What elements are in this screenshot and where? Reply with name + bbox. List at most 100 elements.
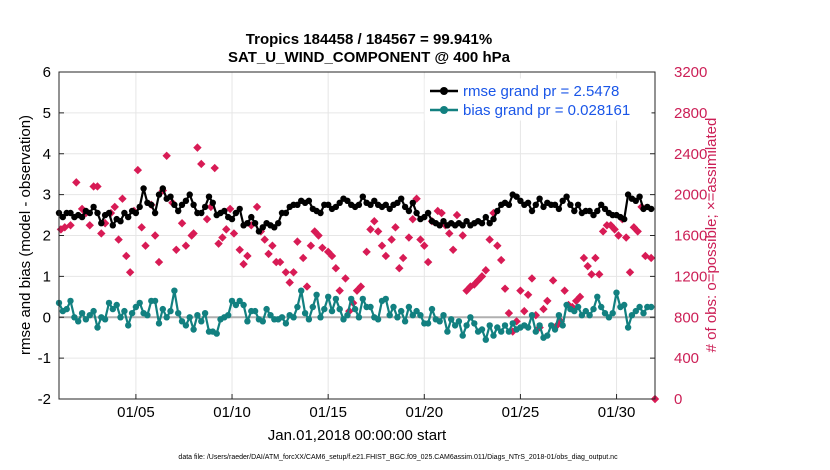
obs-marker [370, 216, 379, 226]
rmse-marker [413, 209, 420, 217]
rmse-marker [201, 203, 209, 211]
bias-marker [424, 320, 432, 327]
bias-marker [244, 318, 251, 325]
obs-marker [629, 223, 639, 232]
obs-marker [423, 257, 433, 267]
obs-marker [181, 241, 191, 250]
bias-marker [551, 326, 559, 333]
bias-marker [117, 314, 124, 321]
bias-marker [409, 312, 416, 319]
bias-marker [413, 307, 420, 315]
rmse-marker [486, 220, 493, 227]
rmse-marker [532, 201, 539, 208]
obs-marker [452, 210, 462, 220]
bias-marker [351, 305, 359, 313]
obs-marker [85, 221, 94, 230]
y2-tick-label: 1600 [674, 228, 707, 245]
obs-marker [122, 251, 131, 261]
rmse-marker [621, 215, 628, 223]
obs-marker [539, 304, 548, 314]
bias-marker [225, 312, 232, 319]
bias-marker [301, 310, 309, 317]
bias-marker [382, 295, 389, 303]
rmse-marker [209, 199, 216, 206]
bias-marker [259, 318, 266, 325]
bias-marker [232, 301, 240, 309]
obs-marker [275, 257, 285, 267]
bias-marker [586, 312, 593, 319]
obs-marker [398, 253, 408, 263]
bias-marker [355, 314, 363, 321]
bias-marker [213, 330, 220, 337]
rmse-marker [371, 197, 378, 204]
rmse-marker [386, 205, 393, 213]
rmse-marker [405, 207, 413, 215]
obs-marker [285, 278, 294, 287]
obs-marker [281, 268, 291, 277]
bias-marker [75, 318, 82, 325]
rmse-marker [125, 213, 132, 221]
y-tick-label: 6 [43, 64, 51, 81]
rmse-marker [78, 213, 86, 221]
rmse-marker [571, 207, 578, 215]
rmse-marker [598, 201, 605, 208]
bias-marker [490, 332, 497, 339]
y-axis-label: rmse and bias (model - observation) [17, 115, 34, 355]
rmse-marker [198, 209, 205, 217]
title-group: Tropics 184458 / 184567 = 99.941% SAT_U_… [228, 31, 511, 66]
bias-marker [332, 295, 340, 303]
y-tick-label: 5 [43, 105, 51, 122]
bias-marker [298, 287, 305, 294]
rmse-marker [159, 185, 166, 192]
bias-marker [348, 295, 355, 303]
bias-series [55, 287, 655, 343]
obs-marker [445, 229, 454, 238]
rmse-marker [59, 213, 66, 221]
obs-marker [391, 223, 400, 232]
rmse-marker [436, 222, 443, 229]
y2-tick-label: 1200 [674, 268, 707, 285]
bias-marker [186, 314, 193, 321]
obs-marker [93, 182, 102, 191]
obs-marker [595, 270, 604, 279]
bias-marker [78, 310, 86, 317]
bias-marker [321, 305, 328, 313]
bias-marker [251, 307, 259, 315]
rmse-marker [117, 218, 124, 225]
obs-marker [373, 227, 383, 236]
obs-marker [229, 229, 239, 238]
rmse-marker [482, 213, 489, 221]
rmse-marker [317, 209, 324, 217]
rmse-marker [221, 207, 228, 215]
obs-marker [516, 286, 525, 295]
obs-marker [197, 159, 206, 169]
obs-marker [331, 264, 341, 273]
bias-marker [574, 303, 582, 311]
obs-marker [162, 151, 171, 160]
obs-marker [114, 235, 123, 244]
rmse-marker [344, 197, 351, 204]
obs-marker [218, 233, 227, 242]
obs-marker [150, 231, 160, 240]
rmse-marker [336, 199, 343, 206]
bias-marker [605, 314, 613, 321]
rmse-marker [236, 205, 243, 213]
rmse-marker [524, 199, 532, 206]
bias-marker [467, 314, 474, 321]
bias-marker [478, 326, 486, 333]
obs-marker [420, 241, 429, 250]
bias-marker [367, 303, 374, 311]
bias-marker [532, 328, 539, 335]
bias-marker [309, 303, 316, 311]
bias-marker [178, 318, 186, 325]
x-tick-label: 01/15 [309, 404, 347, 421]
rmse-marker [255, 228, 263, 235]
obs-marker [268, 241, 277, 250]
obs-marker [110, 202, 119, 212]
bias-marker [86, 312, 94, 319]
y-tick-label: 4 [43, 146, 51, 163]
legend-box [424, 78, 652, 121]
rmse-marker [528, 207, 536, 215]
bias-marker [582, 307, 589, 315]
obs-marker [408, 214, 417, 224]
